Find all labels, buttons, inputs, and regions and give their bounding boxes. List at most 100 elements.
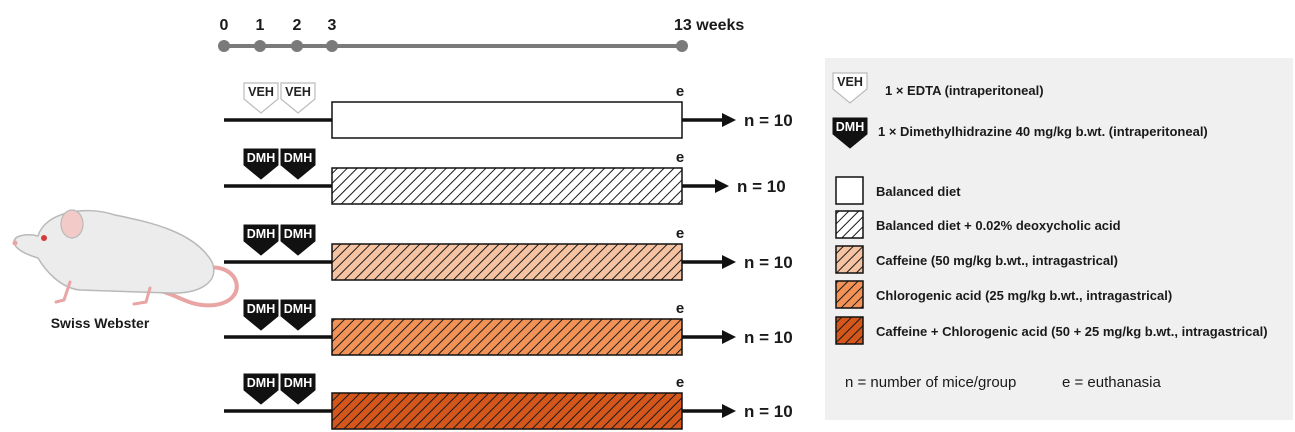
group-row-3: e n = 10 DMH DMH: [224, 299, 793, 356]
dmh-marker-icon-label: DMH: [247, 302, 275, 316]
veh-marker-icon-shape: [243, 82, 279, 114]
timeline-tick-label-0: 0: [220, 17, 229, 34]
legend-diet-combo: Caffeine + Chlorogenic acid (50 + 25 mg/…: [835, 316, 1268, 345]
legend-veh-marker: VEH: [832, 72, 868, 104]
legend-swatch: [835, 316, 864, 345]
dmh-marker-icon-label: DMH: [247, 227, 275, 241]
legend-veh-row: VEH 1 × EDTA (intraperitoneal): [832, 72, 1044, 104]
veh-marker-icon: VEH: [243, 82, 279, 114]
timeline: 0 1 2 3 13 weeks: [218, 17, 744, 52]
dmh-marker-icon-shape: [280, 148, 316, 180]
dmh-marker-icon-label: DMH: [284, 227, 312, 241]
timeline-point-1: [254, 40, 266, 52]
timeline-point-4: [676, 40, 688, 52]
dmh-marker-icon-label: DMH: [284, 302, 312, 316]
dmh-marker-icon-shape: [243, 148, 279, 180]
dmh-badge-icon: DMH: [832, 117, 868, 149]
mouse-body: [13, 209, 215, 294]
dmh-marker-icon: DMH: [243, 224, 279, 256]
legend-panel: [825, 58, 1293, 420]
mouse-ear: [60, 209, 84, 239]
timeline-tick-label-3: 3: [328, 17, 337, 34]
legend-swatch: [835, 176, 864, 205]
veh-badge-icon: VEH: [832, 72, 868, 104]
timeline-point-2: [291, 40, 303, 52]
dmh-marker-icon: DMH: [280, 299, 316, 331]
legend-footer-n: n = number of mice/group: [845, 374, 1016, 391]
diet-bar: [331, 392, 683, 430]
mouse-nose: [12, 240, 18, 246]
dmh-marker-icon: DMH: [243, 373, 279, 405]
dmh-marker-icon: DMH: [243, 148, 279, 180]
group-row-1: e n = 10 DMH DMH: [224, 148, 786, 205]
legend-veh-marker-shape: [832, 72, 868, 104]
euthanasia-label: e: [676, 300, 684, 317]
arrow-head-icon: [722, 330, 736, 344]
mouse-label: Swiss Webster: [51, 315, 150, 331]
dmh-marker-icon-shape: [243, 299, 279, 331]
legend-veh-text: 1 × EDTA (intraperitoneal): [885, 83, 1044, 98]
group-row-0: e n = 10 VEH VEH: [224, 82, 793, 139]
dmh-marker-icon-shape: [280, 224, 316, 256]
legend-diet-caffeine: Caffeine (50 mg/kg b.wt., intragastrical…: [835, 245, 1118, 274]
dmh-marker-icon-label: DMH: [247, 376, 275, 390]
legend-dmh-marker-shape: [832, 117, 868, 149]
veh-marker-icon-label: VEH: [285, 85, 311, 99]
group-row-2: e n = 10 DMH DMH: [224, 224, 793, 281]
legend-diet-text: Balanced diet: [876, 184, 961, 199]
euthanasia-label: e: [676, 149, 684, 166]
legend-veh-marker-label: VEH: [837, 75, 863, 89]
euthanasia-label: e: [676, 225, 684, 242]
legend-diet-chlorogenic: Chlorogenic acid (25 mg/kg b.wt., intrag…: [835, 280, 1172, 309]
dmh-marker-icon: DMH: [280, 224, 316, 256]
legend-dmh-text: 1 × Dimethylhidrazine 40 mg/kg b.wt. (in…: [878, 124, 1208, 139]
arrow-head-icon: [722, 404, 736, 418]
legend-diet-list: Balanced diet Balanced diet + 0.02% deoxy…: [835, 176, 1268, 345]
euthanasia-label: e: [676, 83, 684, 100]
legend-swatch: [835, 210, 864, 239]
dmh-marker-icon: DMH: [243, 299, 279, 331]
dmh-marker-icon-label: DMH: [247, 151, 275, 165]
euthanasia-label: e: [676, 374, 684, 391]
legend: VEH 1 × EDTA (intraperitoneal) DMH 1 × D…: [825, 58, 1293, 420]
legend-diet-deoxycholic: Balanced diet + 0.02% deoxycholic acid: [835, 210, 1121, 239]
diet-bar: [331, 167, 683, 205]
diet-bar: [331, 243, 683, 281]
diet-bar: [331, 318, 683, 356]
dmh-marker-icon: DMH: [280, 148, 316, 180]
group-row-4: e n = 10 DMH DMH: [224, 373, 793, 430]
dmh-marker-icon-shape: [243, 224, 279, 256]
dmh-marker-icon-label: DMH: [284, 151, 312, 165]
legend-diet-text: Balanced diet + 0.02% deoxycholic acid: [876, 218, 1121, 233]
dmh-marker-icon-shape: [280, 299, 316, 331]
mouse-illustration: Swiss Webster: [12, 209, 239, 331]
legend-dmh-marker: DMH: [832, 117, 868, 149]
arrow-head-icon: [722, 255, 736, 269]
legend-dmh-row: DMH 1 × Dimethylhidrazine 40 mg/kg b.wt.…: [832, 117, 1208, 149]
group-size-label: n = 10: [737, 177, 786, 196]
legend-diet-balanced: Balanced diet: [835, 176, 961, 205]
group-size-label: n = 10: [744, 253, 793, 272]
timeline-tick-label-4: 13 weeks: [674, 17, 744, 34]
timeline-point-3: [326, 40, 338, 52]
mouse-front-leg: [54, 280, 72, 304]
dmh-marker-icon-shape: [243, 373, 279, 405]
veh-marker-icon-shape: [280, 82, 316, 114]
group-size-label: n = 10: [744, 111, 793, 130]
diet-bar: [331, 101, 683, 139]
timeline-tick-label-1: 1: [256, 17, 265, 34]
arrow-head-icon: [722, 113, 736, 127]
legend-dmh-marker-label: DMH: [836, 120, 864, 134]
timeline-tick-label-2: 2: [293, 17, 302, 34]
group-size-label: n = 10: [744, 328, 793, 347]
dmh-marker-icon: DMH: [280, 373, 316, 405]
legend-swatch: [835, 245, 864, 274]
timeline-point-0: [218, 40, 230, 52]
mouse-tail: [148, 265, 239, 308]
mouse-hind-leg: [132, 286, 152, 306]
legend-diet-text: Caffeine (50 mg/kg b.wt., intragastrical…: [876, 253, 1118, 268]
legend-swatch: [835, 280, 864, 309]
dmh-marker-icon-label: DMH: [284, 376, 312, 390]
